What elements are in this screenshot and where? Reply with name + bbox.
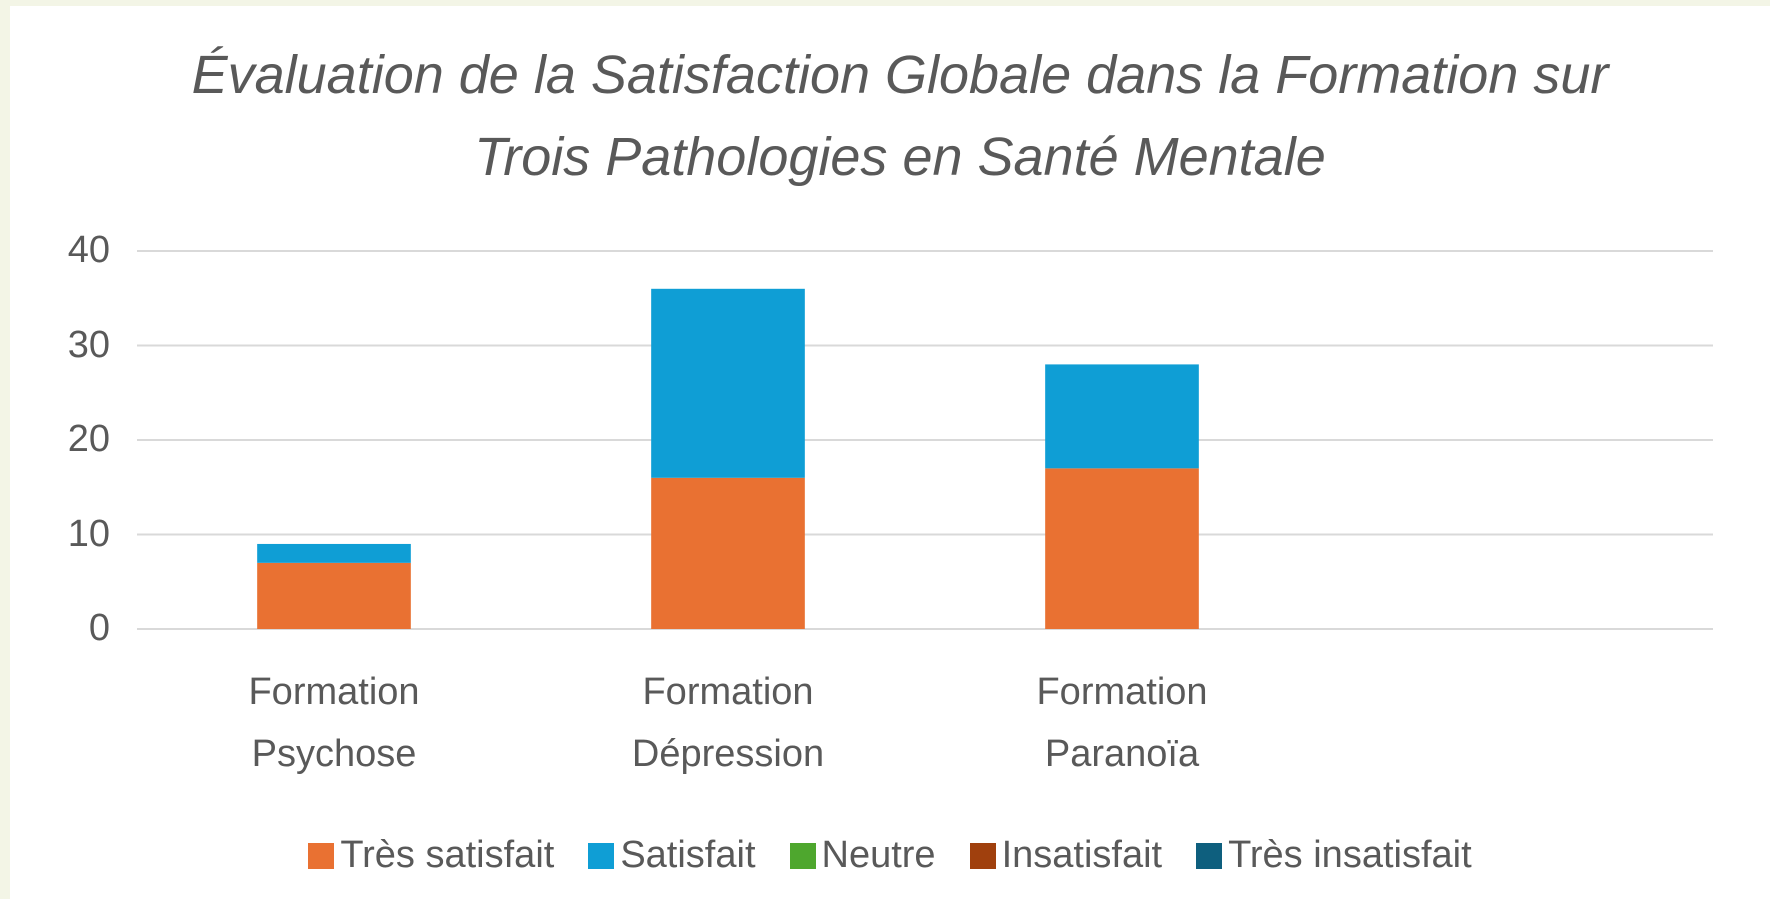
- bar-segment: [257, 562, 411, 629]
- y-tick-label: 40: [67, 229, 110, 271]
- y-tick-label: 0: [88, 607, 110, 649]
- legend-swatch: [308, 842, 335, 869]
- bar-segment: [651, 288, 805, 478]
- chart-title: Évaluation de la Satisfaction Globale da…: [191, 45, 1609, 187]
- x-tick-label: Formation Psychose: [248, 671, 420, 775]
- legend-swatch: [588, 842, 615, 869]
- x-tick-label: Formation Dépression: [631, 671, 825, 775]
- legend-label: Très satisfait: [340, 834, 555, 876]
- x-tick-label: Formation Paranoïa: [1036, 671, 1208, 775]
- legend-swatch: [969, 842, 996, 869]
- legend-item: Neutre: [789, 834, 936, 877]
- bar-segment: [1045, 468, 1199, 629]
- bar-segment: [257, 543, 411, 563]
- legend-swatch: [1196, 842, 1223, 869]
- plot: [137, 250, 1713, 630]
- legend-label: Neutre: [821, 834, 936, 876]
- legend-item: Satisfait: [588, 834, 756, 877]
- legend-swatch: [789, 842, 816, 869]
- y-tick-label: 10: [67, 512, 110, 555]
- legend: Très satisfait Satisfait Neutre Insatisfait…: [10, 834, 1770, 877]
- chart: Évaluation de la Satisfaction Globale da…: [10, 6, 1770, 899]
- legend-item: Très insatisfait: [1196, 834, 1472, 877]
- legend-item: Très satisfait: [308, 834, 554, 877]
- legend-label: Très insatisfait: [1228, 834, 1472, 876]
- bar-segment: [651, 477, 805, 629]
- y-tick-label: 30: [67, 323, 110, 366]
- legend-label: Insatisfait: [1001, 834, 1163, 876]
- bar-segment: [1045, 364, 1199, 469]
- legend-item: Insatisfait: [969, 834, 1163, 877]
- legend-label: Satisfait: [620, 834, 756, 876]
- y-tick-label: 20: [67, 418, 110, 460]
